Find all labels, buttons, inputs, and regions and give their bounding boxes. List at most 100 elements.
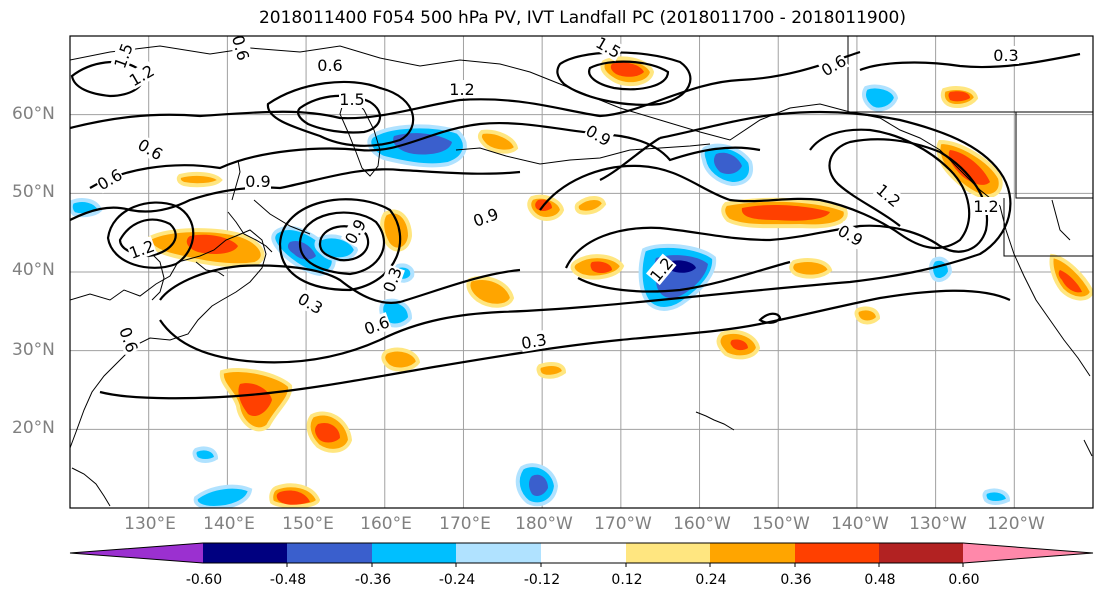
pv-contour bbox=[298, 211, 386, 276]
coastline-kamchatka bbox=[339, 95, 381, 177]
pv-contour bbox=[588, 60, 670, 91]
contour-label: 0.6 bbox=[134, 135, 166, 164]
pv-contour bbox=[556, 51, 692, 106]
coastline-mexico bbox=[1083, 439, 1093, 457]
colorbar-swatch bbox=[456, 543, 541, 563]
shade-blob bbox=[192, 446, 219, 463]
contour-label-bg bbox=[93, 164, 126, 194]
pv-contour bbox=[99, 289, 1011, 400]
contour-label: 0.9 bbox=[471, 204, 501, 231]
colorbar-tick-label: -0.60 bbox=[185, 572, 223, 588]
contour-label-bg bbox=[361, 312, 392, 338]
shade-blob bbox=[948, 150, 990, 185]
shade-blob bbox=[477, 129, 519, 154]
pv-contour bbox=[599, 137, 661, 181]
lon-label: 130°W bbox=[909, 514, 967, 534]
shade-blob bbox=[574, 196, 607, 215]
contour-label: 1.5 bbox=[339, 90, 364, 109]
pv-contour bbox=[565, 138, 989, 269]
contour-label: 0.6 bbox=[94, 165, 126, 194]
colorbar-tick-label: -0.48 bbox=[269, 572, 307, 588]
contour-label-bg bbox=[134, 134, 167, 164]
contour-label-bg bbox=[126, 236, 157, 262]
shade-blob bbox=[948, 91, 970, 102]
shade-blob bbox=[529, 474, 548, 496]
shade-blob bbox=[741, 205, 830, 221]
gridlines bbox=[70, 36, 1093, 508]
contour-label-bg bbox=[116, 324, 142, 355]
border-line bbox=[1003, 198, 1093, 257]
contour-label-bg bbox=[470, 204, 501, 230]
contour-label-bg bbox=[645, 253, 677, 286]
coastline-korea bbox=[149, 251, 165, 301]
pv-contour bbox=[118, 218, 177, 258]
lon-label: 120°W bbox=[987, 514, 1045, 534]
colorbar-tick-label: 0.12 bbox=[611, 572, 643, 588]
coastline-aleutians bbox=[455, 143, 711, 165]
colorbar-swatch bbox=[541, 543, 626, 563]
pv-contours bbox=[70, 50, 1081, 400]
contour-label-bg bbox=[817, 50, 850, 80]
contour-label-bg bbox=[519, 329, 549, 353]
country-borders bbox=[847, 36, 1093, 257]
lat-label: 50°N bbox=[12, 182, 55, 202]
shade-blob bbox=[315, 422, 340, 443]
contour-label: 0.6 bbox=[317, 56, 342, 75]
contour-label: 1.2 bbox=[973, 197, 998, 216]
colorbar-swatch bbox=[626, 543, 710, 563]
negative-anomaly-core bbox=[287, 133, 742, 496]
border-line bbox=[1051, 199, 1071, 241]
contour-label: 0.3 bbox=[520, 330, 548, 353]
contour-label: 0.3 bbox=[993, 46, 1018, 65]
contour-label-bg bbox=[340, 215, 370, 248]
colorbar-swatch bbox=[710, 543, 795, 563]
colorbar-swatch bbox=[879, 543, 963, 563]
pv-contour bbox=[577, 260, 791, 293]
shade-blob bbox=[176, 171, 223, 188]
shade-blob bbox=[854, 306, 881, 325]
colorbar-swatch bbox=[287, 543, 372, 563]
contour-label-bg bbox=[294, 288, 327, 318]
shade-blob bbox=[381, 347, 421, 372]
coastline-siberia bbox=[70, 45, 561, 85]
contour-label-bg bbox=[110, 40, 136, 71]
pv-contour bbox=[159, 110, 1012, 364]
lon-label: 130°E bbox=[124, 514, 176, 534]
shade-blob bbox=[862, 84, 899, 112]
shade-blob bbox=[466, 276, 515, 308]
pv-contour bbox=[278, 198, 402, 292]
shade-blob bbox=[1058, 270, 1082, 293]
pv-contour bbox=[89, 121, 761, 189]
negative-anomaly-shading bbox=[70, 84, 1011, 508]
lon-label: 160°E bbox=[360, 514, 412, 534]
coastline-east-asia bbox=[70, 229, 267, 449]
shade-blob bbox=[379, 298, 413, 328]
shade-blob bbox=[982, 488, 1011, 505]
colorbar-tick-label: -0.24 bbox=[438, 572, 476, 588]
colorbar-extend-max bbox=[963, 543, 1093, 563]
lat-label: 40°N bbox=[12, 260, 55, 280]
contour-label-bg bbox=[228, 36, 254, 63]
contour-label-bg bbox=[834, 220, 867, 250]
lon-label: 180°W bbox=[515, 514, 573, 534]
contour-label: 0.9 bbox=[582, 121, 614, 150]
lat-label: 60°N bbox=[12, 104, 55, 124]
lon-label: 150°E bbox=[282, 514, 334, 534]
contour-label: 0.6 bbox=[228, 33, 253, 63]
coastline-sakhalin-kuril bbox=[231, 159, 311, 235]
shade-blob bbox=[193, 484, 253, 508]
colorbar-tick-label: -0.36 bbox=[354, 572, 392, 588]
pv-contour bbox=[318, 225, 370, 262]
coastline-alaska bbox=[559, 83, 1001, 207]
contour-label: 0.6 bbox=[818, 51, 850, 80]
map-border bbox=[69, 35, 1094, 509]
pv-contour bbox=[266, 80, 415, 147]
shade-blob bbox=[730, 339, 748, 351]
shade-blob bbox=[929, 256, 953, 282]
shade-blob bbox=[536, 362, 567, 379]
shade-blob bbox=[276, 490, 310, 505]
pv-contour bbox=[539, 128, 971, 249]
coastline-westcoast-na bbox=[999, 205, 1091, 377]
lat-label: 30°N bbox=[12, 340, 55, 360]
colorbar-swatch bbox=[372, 543, 456, 563]
